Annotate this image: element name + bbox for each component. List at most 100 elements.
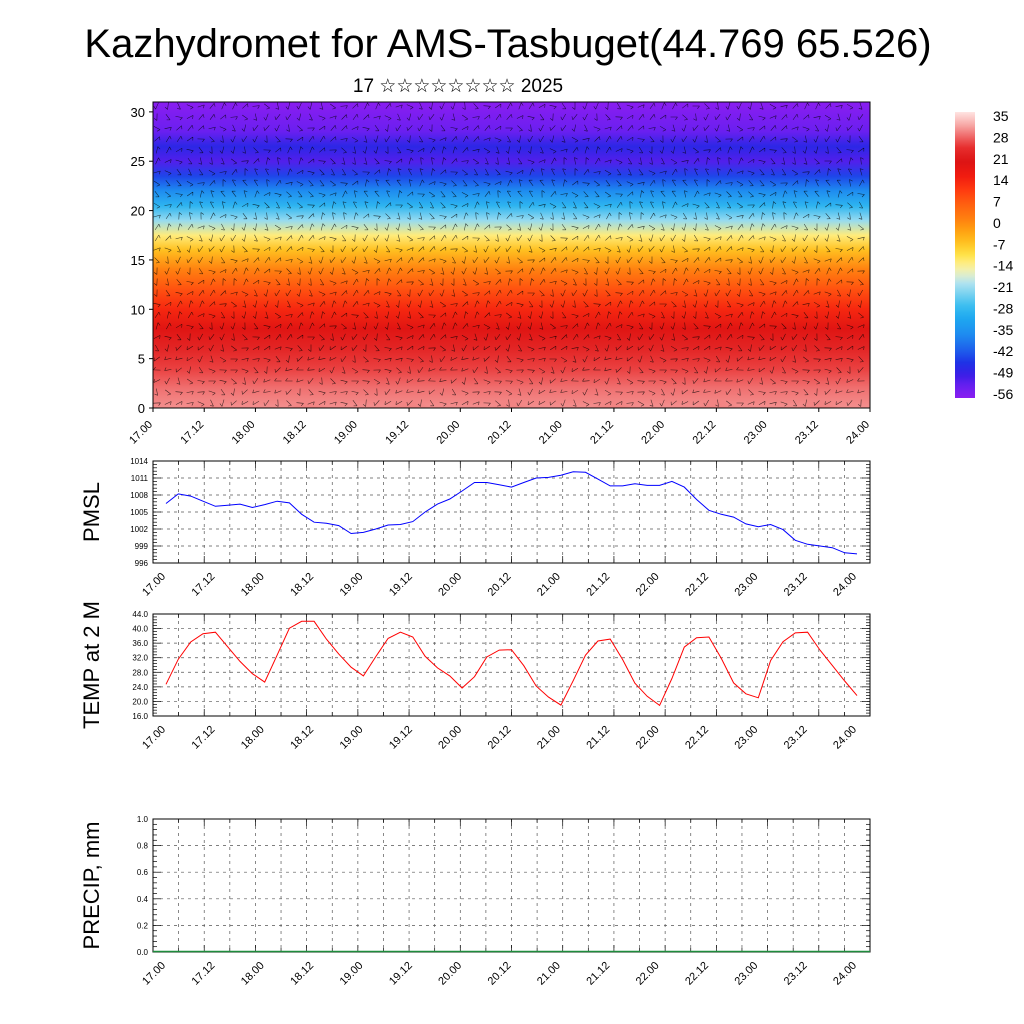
- x-tick-label: 17.12: [190, 724, 218, 752]
- colorbar-bar: [955, 112, 975, 398]
- heatmap-x-tick-label: 20.12: [486, 419, 514, 447]
- y-tick-label: 24.0: [132, 683, 148, 692]
- colorbar-label: -56: [993, 386, 1013, 402]
- x-tick-label: 20.12: [486, 571, 514, 599]
- x-tick-label: 23.12: [782, 571, 810, 599]
- heatmap-x-tick-label: 20.00: [434, 419, 462, 447]
- series-line: [165, 471, 858, 555]
- x-tick-label: 18.00: [239, 724, 267, 752]
- heatmap-x-tick-label: 22.12: [691, 419, 719, 447]
- heatmap-y-tick-label: 5: [138, 352, 145, 367]
- x-tick-label: 22.12: [683, 571, 711, 599]
- y-tick-label: 20.0: [132, 697, 148, 706]
- y-tick-label: 999: [135, 542, 149, 551]
- x-tick-label: 19.12: [387, 571, 415, 599]
- x-tick-label: 24.00: [831, 571, 859, 599]
- y-axis-label: PRECIP, mm: [79, 822, 104, 950]
- y-tick-label: 0.8: [137, 842, 149, 851]
- x-tick-label: 23.12: [782, 960, 810, 988]
- y-tick-label: 44.0: [132, 610, 148, 619]
- heatmap-x-tick-label: 17.00: [127, 419, 155, 447]
- x-tick-label: 20.00: [436, 960, 464, 988]
- colorbar-label: 14: [993, 172, 1009, 188]
- warm-blobs: [154, 328, 869, 408]
- x-tick-label: 20.12: [486, 724, 514, 752]
- x-tick-label: 21.00: [535, 571, 563, 599]
- panel-grid: [153, 819, 870, 952]
- x-tick-label: 19.12: [387, 724, 415, 752]
- heatmap-x-tick-label: 18.12: [281, 419, 309, 447]
- heatmap-x-tick-label: 19.12: [383, 419, 411, 447]
- x-tick-label: 21.12: [584, 724, 612, 752]
- x-tick-label: 21.00: [535, 724, 563, 752]
- heatmap-x-tick-label: 19.00: [332, 419, 360, 447]
- x-tick-label: 18.00: [239, 960, 267, 988]
- x-tick-label: 17.00: [140, 960, 168, 988]
- x-tick-label: 22.00: [634, 571, 662, 599]
- colorbar-label: -49: [993, 365, 1013, 381]
- warm-blob: [768, 328, 869, 408]
- x-tick-label: 18.12: [288, 724, 316, 752]
- y-tick-label: 0.6: [137, 868, 149, 877]
- x-tick-label: 19.00: [338, 571, 366, 599]
- colorbar-label: -28: [993, 300, 1013, 316]
- x-tick-label: 18.12: [288, 571, 316, 599]
- colorbar-label: -21: [993, 279, 1013, 295]
- x-tick-label: 19.12: [387, 960, 415, 988]
- y-tick-label: 36.0: [132, 639, 148, 648]
- colorbar-label: -7: [993, 236, 1006, 252]
- x-tick-label: 22.12: [683, 960, 711, 988]
- x-tick-label: 21.12: [584, 960, 612, 988]
- x-tick-label: 19.00: [338, 724, 366, 752]
- heatmap-y-tick-label: 25: [131, 154, 145, 169]
- heatmap-x-tick-label: 23.12: [793, 419, 821, 447]
- x-tick-label: 21.12: [584, 571, 612, 599]
- y-tick-label: 996: [135, 559, 149, 568]
- warm-blob: [256, 328, 357, 408]
- chart-subtitle: 17 ☆☆☆☆☆☆☆☆ 2025: [353, 76, 563, 97]
- precip-panel: 0.0 0.2 0.4 0.6 0.8 1.0 17.00 17.12 18.00 18.12 19…: [79, 815, 871, 988]
- heatmap-x-tick-label: 22.00: [639, 419, 667, 447]
- heatmap-y-tick-label: 30: [131, 105, 145, 120]
- x-tick-label: 20.00: [436, 724, 464, 752]
- temp-panel: 16.0 20.0 24.0 28.0 32.0 36.0 40.0 44.0 17.00 17.…: [79, 601, 871, 752]
- x-tick-label: 17.12: [190, 960, 218, 988]
- x-tick-label: 24.00: [831, 724, 859, 752]
- heatmap-y-tick-label: 15: [131, 253, 145, 268]
- y-axis-label: PMSL: [79, 482, 104, 542]
- y-tick-label: 0.2: [137, 921, 149, 930]
- heatmap-panel: 0 5 10 15 20 25 30 17.00 17.12 18.00 18.12 19.00 19.…: [127, 101, 872, 447]
- heatmap-x-tick-label: 17.12: [178, 419, 206, 447]
- colorbar: 35 28 21 14 7 0 -7 -14 -21 -28 -35 -42 -49 -56: [955, 108, 1013, 402]
- colorbar-label: 28: [993, 129, 1009, 145]
- y-tick-label: 1.0: [137, 815, 149, 824]
- chart-title: Kazhydromet for AMS-Tasbuget(44.769 65.5…: [84, 22, 931, 66]
- x-tick-label: 17.00: [140, 571, 168, 599]
- x-tick-label: 18.00: [239, 571, 267, 599]
- x-tick-label: 23.00: [732, 571, 760, 599]
- y-tick-label: 0.0: [137, 948, 149, 957]
- y-tick-label: 32.0: [132, 654, 148, 663]
- warm-blob: [666, 328, 767, 408]
- y-tick-label: 0.4: [137, 895, 149, 904]
- heatmap-y-tick-label: 10: [131, 302, 145, 317]
- y-tick-label: 1014: [130, 457, 148, 466]
- x-tick-label: 23.00: [732, 724, 760, 752]
- colorbar-label: 0: [993, 215, 1001, 231]
- heatmap-y-tick-label: 20: [131, 204, 145, 219]
- y-tick-label: 40.0: [132, 625, 148, 634]
- colorbar-label: -42: [993, 343, 1013, 359]
- x-tick-label: 21.00: [535, 960, 563, 988]
- y-tick-label: 28.0: [132, 668, 148, 677]
- wind-barbs: [153, 102, 865, 407]
- y-tick-label: 16.0: [132, 712, 148, 721]
- wind-barb-paths: [153, 102, 865, 407]
- heatmap-x-tick-label: 24.00: [844, 419, 872, 447]
- colorbar-label: 35: [993, 108, 1009, 124]
- x-tick-label: 23.00: [732, 960, 760, 988]
- heatmap-y-tick-label: 0: [138, 401, 145, 416]
- heatmap-x-tick-label: 21.00: [537, 419, 565, 447]
- y-tick-label: 1005: [130, 508, 148, 517]
- warm-blob: [563, 328, 664, 408]
